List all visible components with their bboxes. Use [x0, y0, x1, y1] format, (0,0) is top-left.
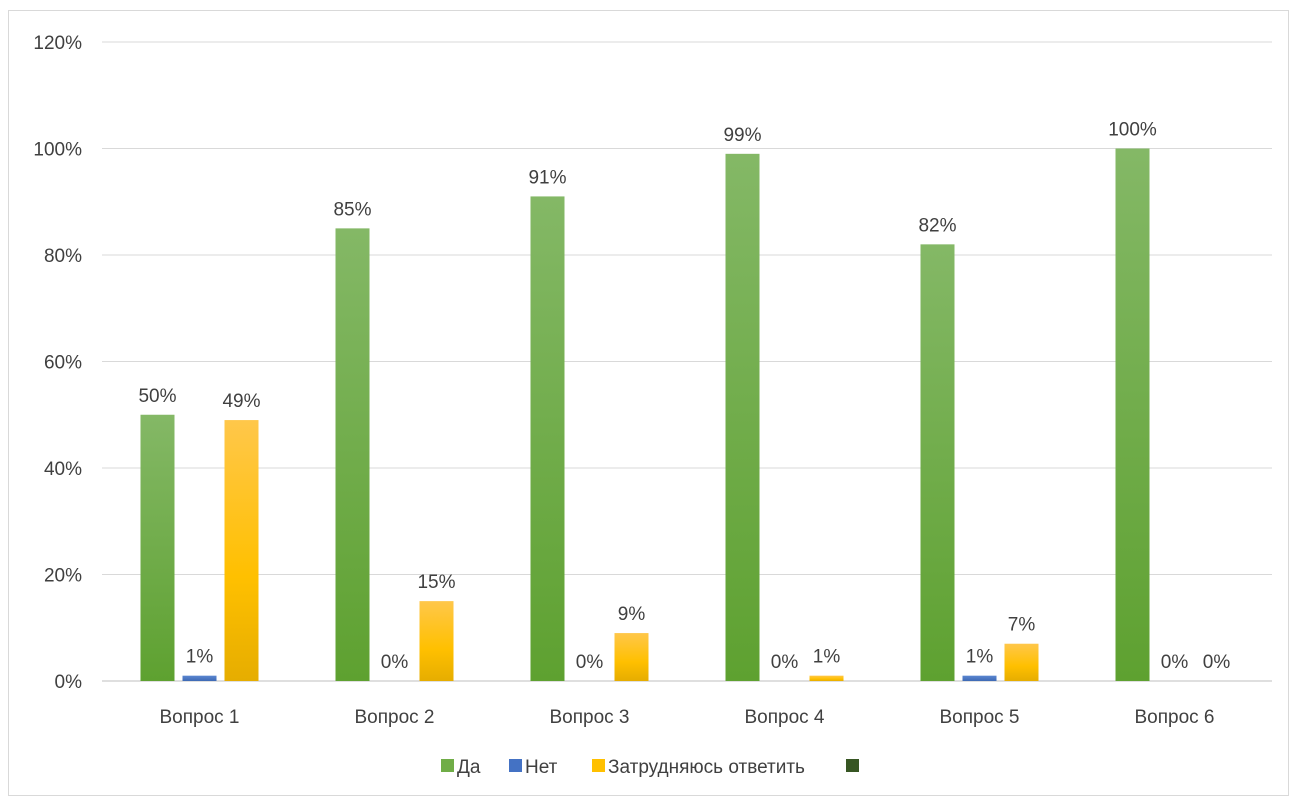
y-tick-label: 40% — [44, 459, 82, 480]
x-tick-label: Вопрос 1 — [159, 707, 239, 728]
data-label: 0% — [381, 652, 409, 673]
y-tick-label: 120% — [33, 33, 82, 54]
data-labels: 50% 1% 49% 85% 0% 15% 91% 0% 9% 99% 0% 1% 82% 1% 7% 100… — [138, 120, 1230, 674]
data-label: 0% — [1203, 652, 1231, 673]
bar-da-3 — [530, 196, 565, 682]
data-label: 9% — [618, 604, 646, 625]
bar-da-2 — [335, 228, 370, 681]
data-label: 1% — [813, 647, 841, 668]
data-label: 50% — [138, 386, 176, 407]
x-tick-label: Вопрос 3 — [549, 707, 629, 728]
bar-net-1 — [182, 675, 217, 681]
bar-zatrudnyayus-1 — [224, 420, 259, 681]
bar-da-6 — [1115, 148, 1150, 681]
bar-da-4 — [725, 153, 760, 681]
data-label: 0% — [576, 652, 604, 673]
data-label: 0% — [1161, 652, 1189, 673]
data-label: 82% — [918, 215, 956, 236]
bar-zatrudnyayus-2 — [419, 601, 454, 681]
legend-label: Затрудняюсь ответить — [608, 757, 805, 778]
data-label: 99% — [723, 125, 761, 146]
y-tick-label: 100% — [33, 140, 82, 161]
data-label: 0% — [771, 652, 799, 673]
data-label: 49% — [222, 391, 260, 412]
y-tick-label: 60% — [44, 353, 82, 374]
gridlines — [102, 41, 1272, 682]
x-tick-label: Вопрос 6 — [1134, 707, 1214, 728]
bar-zatrudnyayus-5 — [1004, 643, 1039, 681]
y-axis-tick-labels: 0% 20% 40% 60% 80% 100% 120% — [33, 33, 82, 693]
legend-swatch — [509, 759, 522, 772]
bar-zatrudnyayus-3 — [614, 633, 649, 681]
data-label: 15% — [417, 572, 455, 593]
legend-swatch — [846, 759, 859, 772]
data-label: 7% — [1008, 615, 1036, 636]
x-tick-label: Вопрос 5 — [939, 707, 1019, 728]
legend-label: Нет — [525, 757, 558, 778]
data-label: 1% — [966, 647, 994, 668]
bars — [140, 148, 1150, 682]
bar-da-5 — [920, 244, 955, 681]
bar-zatrudnyayus-4 — [809, 675, 844, 681]
legend-swatch — [441, 759, 454, 772]
data-label: 100% — [1108, 120, 1157, 141]
legend-label: Да — [457, 757, 481, 778]
x-tick-label: Вопрос 4 — [744, 707, 824, 728]
x-tick-label: Вопрос 2 — [354, 707, 434, 728]
y-tick-label: 20% — [44, 566, 82, 587]
legend: Да Нет Затрудняюсь ответить — [441, 757, 859, 778]
data-label: 85% — [333, 199, 371, 220]
bar-da-1 — [140, 414, 175, 681]
y-tick-label: 0% — [55, 672, 83, 693]
x-axis-tick-labels: Вопрос 1 Вопрос 2 Вопрос 3 Вопрос 4 Вопрос 5… — [159, 707, 1214, 728]
legend-swatch — [592, 759, 605, 772]
y-tick-label: 80% — [44, 246, 82, 267]
data-label: 1% — [186, 647, 214, 668]
data-label: 91% — [528, 167, 566, 188]
bar-net-5 — [962, 675, 997, 681]
